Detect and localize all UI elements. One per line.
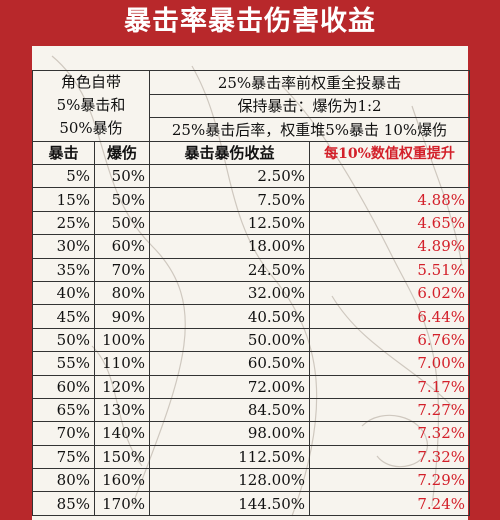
cell-crit-damage: 70% [93, 257, 151, 282]
cell-increase: 5.51% [309, 257, 471, 282]
column-header-crit-damage: 爆伤 [93, 140, 151, 165]
cell-crit-damage: 130% [93, 397, 151, 423]
cell-increase: 7.27% [309, 397, 471, 423]
cell-gain: 128.00% [149, 468, 311, 493]
page-title: 暴击率暴击伤害收益 [124, 6, 376, 37]
cell-crit: 85% [32, 491, 95, 516]
cell-increase: 6.02% [309, 280, 471, 306]
cell-crit-damage: 50% [93, 163, 151, 189]
cell-gain: 32.00% [149, 280, 311, 306]
cell-crit: 80% [32, 468, 95, 493]
table-row: 25% 50% 12.50% 4.65% [32, 210, 471, 236]
table-corner-note: 角色自带 5%暴击和 50%暴伤 [31, 70, 151, 142]
cell-crit-damage: 120% [93, 374, 151, 399]
table-row: 50% 100% 50.00% 6.76% [32, 327, 471, 353]
table-row: 75% 150% 112.50% 7.32% [32, 444, 471, 470]
column-header-crit: 暴击 [32, 140, 95, 165]
cell-crit-damage: 50% [93, 210, 151, 236]
cell-crit-damage: 90% [93, 304, 151, 329]
cell-increase: 6.76% [309, 327, 471, 353]
cell-crit-damage: 60% [93, 234, 151, 259]
cell-crit-damage: 170% [93, 491, 151, 516]
crit-damage-table: 角色自带 5%暴击和 50%暴伤 25%暴击率前权重全投暴击 保持暴击：爆伤为1… [31, 70, 471, 516]
cell-crit: 40% [32, 280, 95, 306]
strategy-header-row2: 保持暴击：爆伤为1:2 [149, 93, 471, 118]
cell-gain: 40.50% [149, 304, 311, 329]
cell-gain: 112.50% [149, 444, 311, 470]
cell-crit: 45% [32, 304, 95, 329]
cell-gain: 144.50% [149, 491, 311, 516]
table-row: 55% 110% 60.50% 7.00% [32, 351, 471, 376]
table-row: 15% 50% 7.50% 4.88% [32, 187, 471, 212]
cell-crit: 25% [32, 210, 95, 236]
cell-increase: 4.89% [309, 234, 471, 259]
table-row: 30% 60% 18.00% 4.89% [32, 234, 471, 259]
cell-crit: 65% [32, 397, 95, 423]
cell-gain: 7.50% [149, 187, 311, 212]
cell-crit: 70% [32, 421, 95, 446]
cell-crit: 50% [32, 327, 95, 353]
cell-crit: 30% [32, 234, 95, 259]
cell-crit-damage: 110% [93, 351, 151, 376]
cell-gain: 84.50% [149, 397, 311, 423]
cell-increase [309, 163, 471, 189]
column-header-increase: 每10%数值权重提升 [309, 140, 471, 165]
table-row: 85% 170% 144.50% 7.24% [32, 491, 471, 516]
cell-increase: 7.32% [309, 421, 471, 446]
cell-crit: 60% [32, 374, 95, 399]
table-row: 5% 50% 2.50% [32, 163, 471, 189]
table-row: 70% 140% 98.00% 7.32% [32, 421, 471, 446]
cell-crit: 75% [32, 444, 95, 470]
cell-crit: 35% [32, 257, 95, 282]
cell-crit-damage: 140% [93, 421, 151, 446]
table-row: 60% 120% 72.00% 7.17% [32, 374, 471, 399]
cell-crit-damage: 100% [93, 327, 151, 353]
cell-gain: 2.50% [149, 163, 311, 189]
cell-increase: 7.29% [309, 468, 471, 493]
corner-note-line: 50%暴伤 [59, 119, 123, 138]
cell-gain: 18.00% [149, 234, 311, 259]
cell-crit: 55% [32, 351, 95, 376]
cell-increase: 6.44% [309, 304, 471, 329]
cell-gain: 72.00% [149, 374, 311, 399]
table-row: 35% 70% 24.50% 5.51% [32, 257, 471, 282]
corner-note-line: 角色自带 [61, 73, 122, 92]
cell-crit-damage: 150% [93, 444, 151, 470]
strategy-header-row1: 25%暴击率前权重全投暴击 [149, 70, 471, 95]
column-header-gain: 暴击暴伤收益 [149, 140, 311, 165]
cell-crit-damage: 50% [93, 187, 151, 212]
cell-gain: 50.00% [149, 327, 311, 353]
cell-crit-damage: 160% [93, 468, 151, 493]
table-row: 80% 160% 128.00% 7.29% [32, 468, 471, 493]
table-row: 45% 90% 40.50% 6.44% [32, 304, 471, 329]
cell-increase: 7.32% [309, 444, 471, 470]
cell-crit: 15% [32, 187, 95, 212]
cell-gain: 24.50% [149, 257, 311, 282]
cell-gain: 98.00% [149, 421, 311, 446]
cell-increase: 4.88% [309, 187, 471, 212]
cell-crit-damage: 80% [93, 280, 151, 306]
cell-increase: 7.17% [309, 374, 471, 399]
cell-gain: 12.50% [149, 210, 311, 236]
table-row: 65% 130% 84.50% 7.27% [32, 397, 471, 423]
cell-gain: 60.50% [149, 351, 311, 376]
corner-note-line: 5%暴击和 [56, 96, 126, 115]
cell-crit: 5% [32, 163, 95, 189]
cell-increase: 4.65% [309, 210, 471, 236]
cell-increase: 7.00% [309, 351, 471, 376]
strategy-header-row3: 25%暴击后率，权重堆5%暴击 10%爆伤 [149, 117, 471, 142]
cell-increase: 7.24% [309, 491, 471, 516]
table-row: 40% 80% 32.00% 6.02% [32, 280, 471, 306]
